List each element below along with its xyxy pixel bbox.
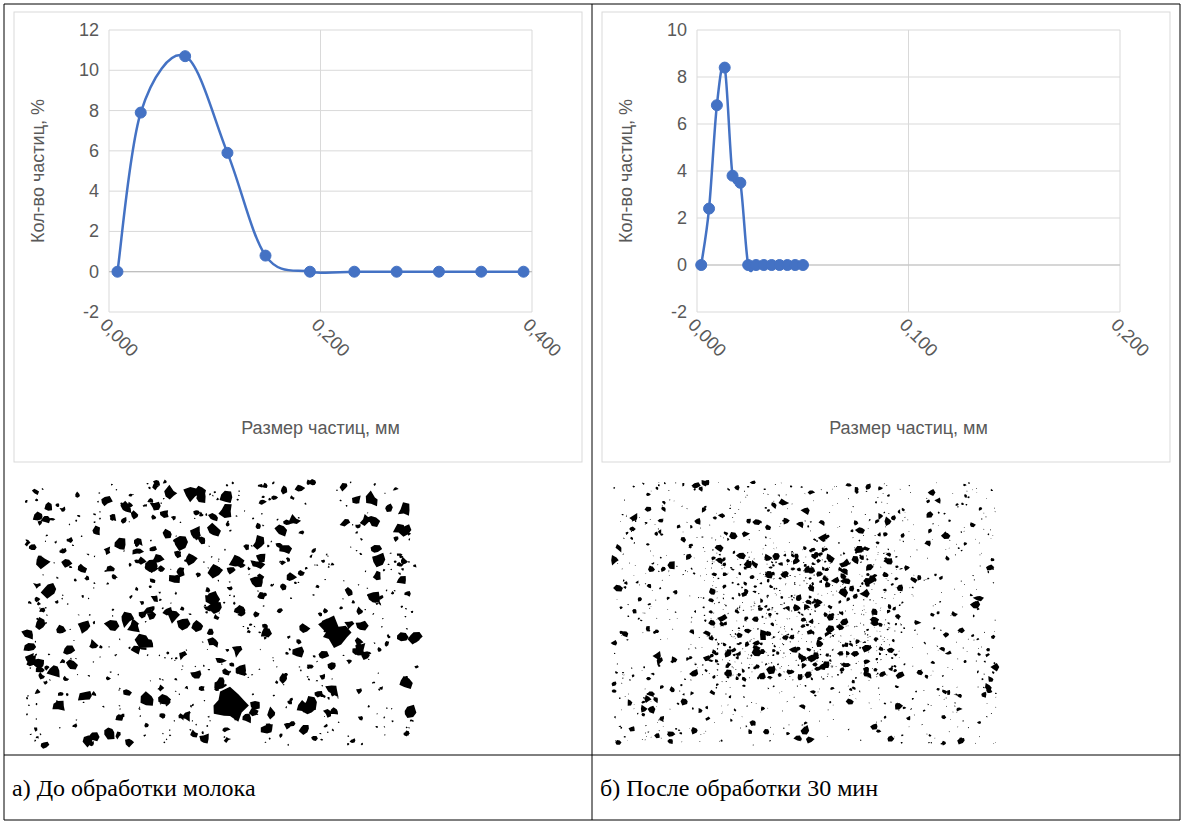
y-tick-label: 4 bbox=[89, 181, 99, 201]
y-tick-label: 2 bbox=[89, 221, 99, 241]
plot-data bbox=[696, 62, 809, 271]
series-marker bbox=[433, 266, 444, 277]
y-tick-label: 0 bbox=[89, 262, 99, 282]
series-marker bbox=[260, 250, 271, 261]
x-grid-line bbox=[109, 30, 110, 312]
series-marker bbox=[135, 107, 146, 118]
table-borders bbox=[4, 4, 1180, 820]
x-tick-label: 0,000 bbox=[684, 315, 730, 361]
caption: б) После обработки 30 мин bbox=[600, 775, 878, 801]
series-marker bbox=[518, 266, 529, 277]
plot-data bbox=[112, 51, 529, 278]
series-marker bbox=[112, 266, 123, 277]
y-axis-title: Кол-во частиц, % bbox=[616, 99, 636, 243]
x-grid-line bbox=[697, 30, 698, 312]
table-border bbox=[1180, 4, 1181, 820]
x-grid-line bbox=[1120, 30, 1121, 312]
x-tick-label: 0,400 bbox=[519, 315, 565, 361]
y-tick-label: 2 bbox=[677, 208, 687, 228]
series-marker bbox=[719, 62, 730, 73]
y-tick-label: -2 bbox=[83, 302, 99, 322]
x-grid-line bbox=[908, 30, 909, 312]
x-tick-label: 0,100 bbox=[896, 315, 942, 361]
y-tick-label: 10 bbox=[667, 20, 687, 40]
y-tick-label: 8 bbox=[89, 101, 99, 121]
table-border bbox=[4, 755, 1180, 756]
x-axis-title: Размер частиц, мм bbox=[241, 418, 400, 438]
x-tick-label: 0,200 bbox=[1107, 315, 1153, 361]
series-marker bbox=[304, 266, 315, 277]
table-border bbox=[4, 4, 5, 820]
x-grid-line bbox=[320, 30, 321, 312]
series-marker bbox=[222, 147, 233, 158]
series-marker bbox=[704, 203, 715, 214]
particles bbox=[21, 479, 422, 749]
y-tick-label: 8 bbox=[677, 67, 687, 87]
figure: -2 0 2 4 6 8 10 12 0,000 0,200 0,400 Кол-во частиц,… bbox=[0, 0, 1184, 833]
x-tick-label: 0,200 bbox=[308, 315, 354, 361]
series-line bbox=[117, 55, 523, 273]
series-marker bbox=[349, 266, 360, 277]
series-marker bbox=[696, 260, 707, 271]
series-marker bbox=[711, 100, 722, 111]
x-axis-title: Размер частиц, мм bbox=[829, 418, 988, 438]
series-line bbox=[701, 65, 803, 271]
x-tick-label: 0,000 bbox=[96, 315, 142, 361]
particle-image bbox=[21, 479, 422, 749]
y-tick-label: 6 bbox=[89, 141, 99, 161]
series-marker bbox=[180, 51, 191, 62]
particles bbox=[611, 480, 1000, 746]
y-tick-label: 6 bbox=[677, 114, 687, 134]
chart-panel: -2 0 2 4 6 8 10 12 0,000 0,200 0,400 Кол-во частиц,… bbox=[14, 12, 582, 462]
table-border bbox=[592, 4, 593, 820]
y-tick-label: 12 bbox=[79, 20, 99, 40]
y-tick-label: 4 bbox=[677, 161, 687, 181]
series-marker bbox=[735, 177, 746, 188]
chart-frame bbox=[14, 12, 582, 462]
series-marker bbox=[391, 266, 402, 277]
y-axis-title: Кол-во частиц, % bbox=[28, 99, 48, 243]
series-marker bbox=[476, 266, 487, 277]
y-tick-label: -2 bbox=[671, 302, 687, 322]
particle-image bbox=[611, 480, 1000, 746]
chart-frame bbox=[602, 12, 1170, 462]
y-tick-label: 10 bbox=[79, 60, 99, 80]
chart-panel: -2 0 2 4 6 8 10 0,000 0,100 0,200 Кол-во частиц, %… bbox=[602, 12, 1170, 462]
caption: а) До обработки молока bbox=[12, 775, 256, 801]
y-tick-label: 0 bbox=[677, 255, 687, 275]
x-grid-line bbox=[532, 30, 533, 312]
series-marker bbox=[797, 260, 808, 271]
